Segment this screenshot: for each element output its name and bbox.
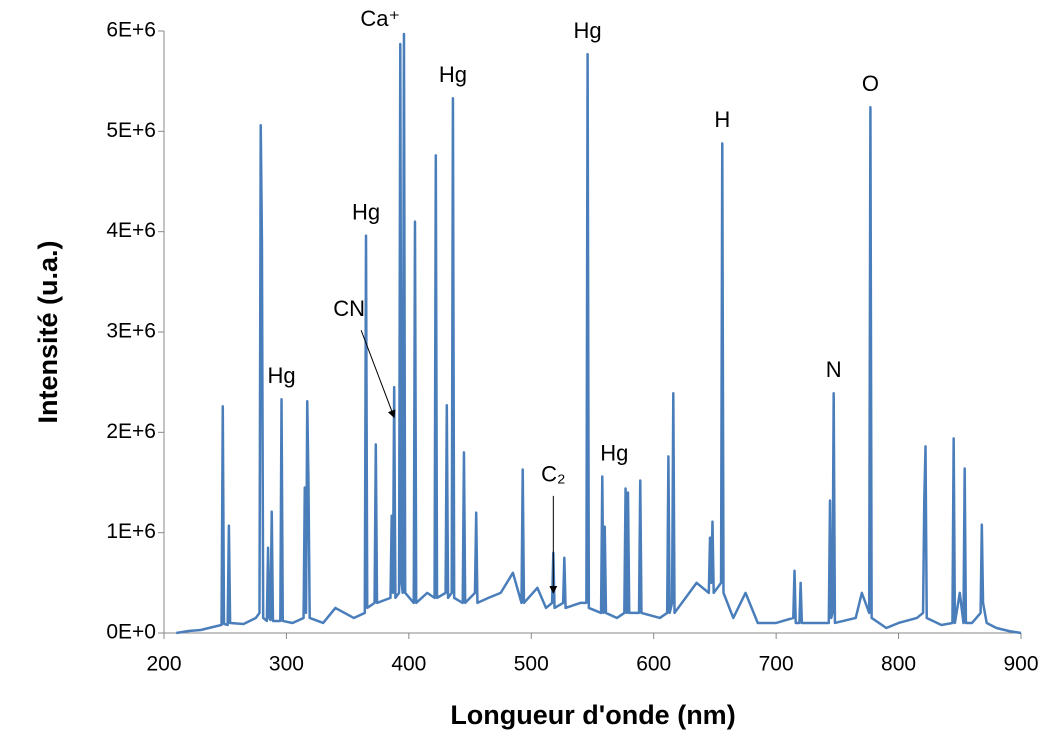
annotation: C₂ <box>541 462 565 487</box>
x-tick-label: 700 <box>759 653 794 676</box>
spectrum-line <box>176 32 1022 635</box>
y-tick-label: 2E+6 <box>106 420 156 443</box>
annotation: N <box>826 357 842 382</box>
annotation: CN <box>333 296 365 321</box>
annotation-arrow <box>360 330 396 419</box>
annotation: Ca⁺ <box>360 6 400 31</box>
annotation: H <box>714 107 730 132</box>
x-tick-label: 200 <box>146 653 181 676</box>
y-tick-label: 0E+0 <box>106 621 156 644</box>
x-tick-label: 900 <box>1003 653 1038 676</box>
x-tick-label: 400 <box>391 653 426 676</box>
x-tick-label: 500 <box>514 653 549 676</box>
annotation: Hg <box>267 363 295 388</box>
y-tick-label: 3E+6 <box>106 320 156 343</box>
annotation: Hg <box>600 440 628 465</box>
y-tick-label: 6E+6 <box>106 19 156 42</box>
y-tick-label: 5E+6 <box>106 119 156 142</box>
y-axis-title: Intensité (u.a.) <box>33 240 63 423</box>
annotation: Hg <box>574 18 602 43</box>
y-tick-label: 1E+6 <box>106 520 156 543</box>
annotation: Hg <box>439 62 467 87</box>
x-tick-label: 800 <box>881 653 916 676</box>
annotation: O <box>862 71 879 96</box>
annotation: Hg <box>352 199 380 224</box>
x-tick-label: 600 <box>636 653 671 676</box>
x-axis-title: Longueur d'onde (nm) <box>450 700 735 730</box>
x-tick-label: 300 <box>269 653 304 676</box>
y-tick-label: 4E+6 <box>106 219 156 242</box>
